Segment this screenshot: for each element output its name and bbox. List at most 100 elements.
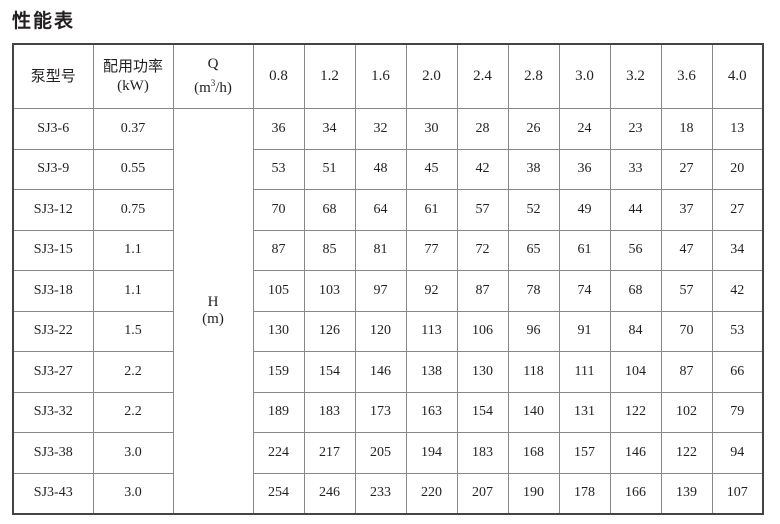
head-cell: 166	[609, 472, 662, 515]
table-row: SJ3-43 3.0 254 246 233 220 207 190 178 166 139 107	[12, 472, 764, 515]
head-cell: 68	[303, 189, 356, 231]
table-row: SJ3-15 1.1 87 85 81 77 72 65 61 56 47 34	[12, 229, 764, 271]
table-row: SJ3-18 1.1 105 103 97 92 87 78 74 68 57 42	[12, 270, 764, 312]
head-cell: 74	[558, 270, 611, 312]
header-model: 泵型号	[12, 43, 94, 109]
head-cell: 146	[354, 351, 407, 393]
head-cell: 42	[456, 148, 509, 190]
header-flow: 3.0	[558, 43, 611, 109]
head-cell: 38	[507, 148, 560, 190]
head-cell: 205	[354, 432, 407, 474]
head-cell: 56	[609, 229, 662, 271]
head-cell: 126	[303, 310, 356, 352]
page-title: 性能表	[12, 10, 76, 32]
head-cell: 246	[303, 472, 356, 515]
power-unit: (kW)	[117, 78, 149, 94]
head-cell: 140	[507, 391, 560, 433]
head-cell: 254	[252, 472, 305, 515]
head-cell: 44	[609, 189, 662, 231]
head-cell: 49	[558, 189, 611, 231]
header-flow: 1.6	[354, 43, 407, 109]
head-cell: 27	[660, 148, 713, 190]
head-cell: 84	[609, 310, 662, 352]
h-label: H	[207, 294, 219, 310]
head-cell: 47	[660, 229, 713, 271]
head-cell: 18	[660, 108, 713, 150]
power-cell: 1.5	[92, 310, 174, 352]
model-cell: SJ3-38	[12, 432, 94, 474]
head-cell: 26	[507, 108, 560, 150]
head-cell: 24	[558, 108, 611, 150]
head-cell: 103	[303, 270, 356, 312]
head-cell: 87	[456, 270, 509, 312]
header-flow: 0.8	[252, 43, 305, 109]
head-cell: 220	[405, 472, 458, 515]
header-flow: 4.0	[711, 43, 764, 109]
model-cell: SJ3-18	[12, 270, 94, 312]
head-cell: 107	[711, 472, 764, 515]
power-cell: 0.75	[92, 189, 174, 231]
head-cell: 70	[660, 310, 713, 352]
head-cell: 87	[660, 351, 713, 393]
table-row: SJ3-27 2.2 159 154 146 138 130 118 111 104 87 66	[12, 351, 764, 393]
header-row: 泵型号 配用功率 (kW) Q (m3/h) 0.8 1.2 1.6 2.0 2.4 2.8 3…	[12, 43, 764, 109]
head-cell: 131	[558, 391, 611, 433]
power-cell: 2.2	[92, 351, 174, 393]
head-cell: 91	[558, 310, 611, 352]
head-cell: 87	[252, 229, 305, 271]
table-row: SJ3-38 3.0 224 217 205 194 183 168 157 146 122 94	[12, 432, 764, 474]
head-cell: 85	[303, 229, 356, 271]
power-cell: 0.37	[92, 108, 174, 150]
head-cell: 105	[252, 270, 305, 312]
header-flow: 1.2	[303, 43, 356, 109]
head-cell: 102	[660, 391, 713, 433]
head-cell: 81	[354, 229, 407, 271]
head-cell: 34	[711, 229, 764, 271]
head-cell: 183	[456, 432, 509, 474]
head-cell: 37	[660, 189, 713, 231]
head-cell: 130	[252, 310, 305, 352]
head-cell: 154	[456, 391, 509, 433]
head-cell: 113	[405, 310, 458, 352]
head-cell: 168	[507, 432, 560, 474]
head-cell: 122	[660, 432, 713, 474]
header-q: Q (m3/h)	[172, 43, 254, 109]
head-cell: 207	[456, 472, 509, 515]
head-cell: 224	[252, 432, 305, 474]
head-cell: 111	[558, 351, 611, 393]
table-row: SJ3-32 2.2 189 183 173 163 154 140 131 122 102 79	[12, 391, 764, 433]
q-unit-pre: (m	[194, 80, 211, 96]
h-label-cell: H (m)	[172, 108, 254, 515]
power-cell: 2.2	[92, 391, 174, 433]
head-cell: 189	[252, 391, 305, 433]
head-cell: 178	[558, 472, 611, 515]
power-cell: 3.0	[92, 472, 174, 515]
head-cell: 194	[405, 432, 458, 474]
head-cell: 163	[405, 391, 458, 433]
power-cell: 1.1	[92, 270, 174, 312]
performance-table: 泵型号 配用功率 (kW) Q (m3/h) 0.8 1.2 1.6 2.0 2.4 2.8 3…	[12, 43, 764, 515]
head-cell: 20	[711, 148, 764, 190]
head-cell: 34	[303, 108, 356, 150]
head-cell: 23	[609, 108, 662, 150]
model-cell: SJ3-22	[12, 310, 94, 352]
model-cell: SJ3-27	[12, 351, 94, 393]
head-cell: 57	[660, 270, 713, 312]
head-cell: 61	[558, 229, 611, 271]
head-cell: 94	[711, 432, 764, 474]
head-cell: 68	[609, 270, 662, 312]
table-row: SJ3-12 0.75 70 68 64 61 57 52 49 44 37 27	[12, 189, 764, 231]
head-cell: 106	[456, 310, 509, 352]
model-cell: SJ3-43	[12, 472, 94, 515]
model-cell: SJ3-15	[12, 229, 94, 271]
head-cell: 53	[252, 148, 305, 190]
head-cell: 146	[609, 432, 662, 474]
model-cell: SJ3-32	[12, 391, 94, 433]
head-cell: 65	[507, 229, 560, 271]
head-cell: 96	[507, 310, 560, 352]
h-unit: (m)	[202, 311, 224, 327]
head-cell: 120	[354, 310, 407, 352]
table-row: SJ3-9 0.55 53 51 48 45 42 38 36 33 27 20	[12, 148, 764, 190]
head-cell: 97	[354, 270, 407, 312]
q-unit-post: /h)	[215, 80, 232, 96]
